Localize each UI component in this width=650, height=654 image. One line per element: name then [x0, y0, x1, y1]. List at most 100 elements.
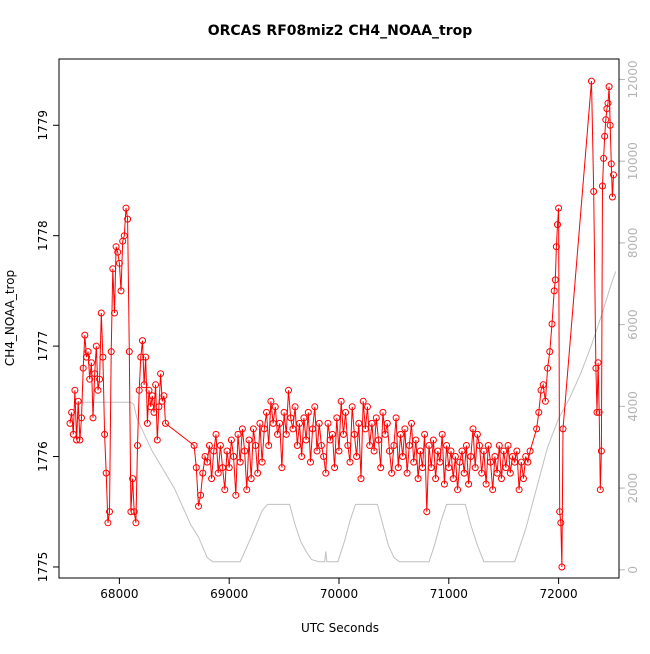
- ch4-point: [493, 469, 501, 477]
- ch4-point: [256, 419, 264, 427]
- ch4-point: [276, 419, 284, 427]
- ch4-point: [597, 447, 605, 455]
- y-tick-label: 1775: [36, 552, 50, 583]
- ch4-point: [555, 204, 563, 212]
- ch4-point: [74, 397, 82, 405]
- ch4-point: [558, 563, 566, 571]
- ch4-point: [348, 403, 356, 411]
- ch4-point: [223, 447, 231, 455]
- ch4-point: [78, 414, 85, 422]
- ch4-point: [245, 436, 253, 444]
- ch4-point: [94, 386, 102, 394]
- ch4-point: [73, 436, 81, 444]
- ch4-point: [524, 458, 532, 466]
- y-axis-label: CH4_NOAA_trop: [3, 270, 17, 366]
- ch4-point: [101, 430, 109, 438]
- ch4-point: [401, 425, 409, 433]
- ch4-point: [559, 425, 567, 433]
- ch4-point: [344, 442, 352, 449]
- ch4-point: [421, 430, 429, 438]
- ch4-point: [89, 414, 97, 422]
- ch4-point: [120, 232, 128, 240]
- ch4-point: [511, 458, 519, 466]
- plot-frame: [58, 58, 620, 579]
- ch4-point: [364, 403, 371, 411]
- ch4-point: [480, 447, 488, 455]
- ch4-point: [238, 425, 246, 433]
- y2-tick-label: 12000: [626, 60, 640, 98]
- x-axis-label: UTC Seconds: [301, 621, 379, 635]
- ch4-point: [142, 353, 150, 361]
- ch4-point: [432, 475, 440, 483]
- ch4-point: [368, 419, 376, 427]
- ch4-point: [79, 364, 87, 372]
- ch4-point: [315, 419, 323, 427]
- ch4-point: [388, 469, 396, 477]
- ch4-point: [397, 430, 404, 438]
- y-tick-label: 1777: [36, 331, 50, 362]
- ch4-point: [350, 430, 358, 438]
- ch4-point: [134, 442, 141, 449]
- ch4-point: [458, 447, 466, 455]
- ch4-point: [285, 386, 292, 394]
- ch4-point: [68, 408, 76, 416]
- ch4-point: [252, 442, 259, 449]
- y2-tick-label: 10000: [626, 142, 640, 180]
- ch4-point: [208, 475, 216, 483]
- ch4-point: [195, 502, 202, 510]
- ch4-point: [81, 331, 89, 339]
- ch4-point: [588, 77, 595, 85]
- ch4-point: [304, 408, 312, 416]
- ch4-point: [339, 430, 347, 438]
- ch4-point: [427, 464, 435, 472]
- ch4-point: [379, 408, 387, 416]
- ch4-point: [143, 419, 151, 427]
- ch4-point: [526, 447, 534, 455]
- ch4-point: [241, 447, 249, 455]
- ch4-point: [267, 397, 275, 405]
- ch4-point: [205, 442, 213, 449]
- y-tick-label: 1779: [36, 110, 50, 141]
- ch4-point: [309, 425, 317, 433]
- ch4-point: [449, 475, 457, 483]
- ch4-point: [436, 458, 444, 466]
- ch4-point: [608, 193, 616, 201]
- ch4-point: [139, 337, 146, 345]
- ch4-point: [502, 464, 510, 472]
- ch4-point: [491, 453, 499, 460]
- ch4-point: [197, 491, 205, 499]
- ch4-point: [392, 414, 400, 422]
- ch4-point: [370, 447, 378, 455]
- x-tick-label: 70000: [320, 587, 358, 601]
- ch4-point: [359, 397, 367, 405]
- ch4-point: [484, 442, 492, 449]
- ch4-point: [92, 342, 100, 350]
- y-tick-label: 1776: [36, 441, 50, 472]
- ch4-point: [230, 453, 238, 460]
- ch4-point: [550, 287, 558, 295]
- ch4-point: [419, 464, 426, 472]
- ch4-point: [140, 381, 148, 389]
- x-tick-label: 72000: [540, 587, 578, 601]
- x-tick-label: 68000: [100, 587, 138, 601]
- y2-tick-label: 4000: [626, 391, 640, 422]
- ch4-point: [300, 414, 308, 422]
- ch4-point: [265, 442, 273, 449]
- ch4-point: [410, 458, 418, 466]
- ch4-point: [111, 309, 118, 317]
- ch4-point: [454, 486, 462, 494]
- ch4-point: [605, 83, 613, 91]
- ch4-point: [425, 442, 433, 449]
- ch4-point: [274, 430, 281, 438]
- ch4-point: [117, 287, 125, 295]
- ch4-point: [210, 447, 218, 455]
- ch4-point: [447, 447, 455, 455]
- altitude-line: [75, 271, 617, 563]
- ch4-point: [593, 408, 601, 416]
- ch4-point: [539, 381, 547, 389]
- y2-tick-label: 2000: [626, 473, 640, 504]
- ch4-point: [152, 381, 160, 389]
- ch4-point: [160, 392, 168, 400]
- ch4-point: [190, 442, 198, 449]
